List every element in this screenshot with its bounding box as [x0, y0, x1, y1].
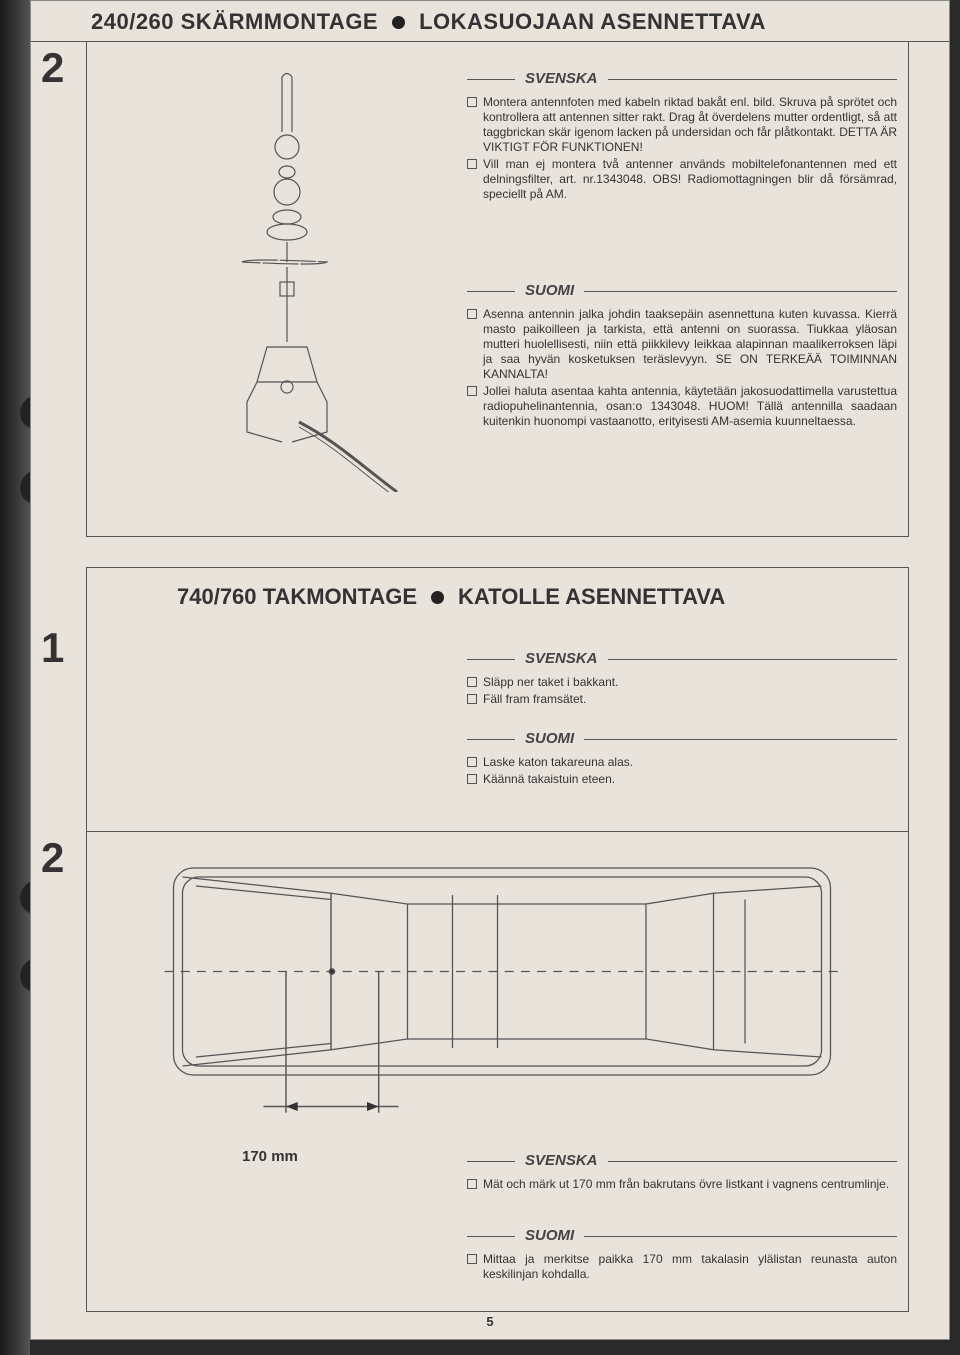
lang-title-row: SUOMI	[467, 282, 897, 301]
checkbox-icon	[467, 1179, 477, 1189]
lang-title-row: SVENSKA	[467, 1152, 897, 1171]
rule-icon	[584, 291, 897, 292]
checklist-item: Vill man ej montera två antenner används…	[467, 157, 897, 202]
lang-title: SUOMI	[521, 1227, 578, 1246]
lang-title-row: SVENSKA	[467, 70, 897, 89]
header-left: 740/760 TAKMONTAGE	[177, 584, 417, 610]
suomi-block: SUOMI Mittaa ja merkitse paikka 170 mm t…	[467, 1227, 897, 1284]
rule-icon	[467, 79, 515, 80]
item-text: Mittaa ja merkitse paikka 170 mm takalas…	[483, 1252, 897, 1282]
checklist-item: Asenna antennin jalka johdin taaksepäin …	[467, 307, 897, 382]
checkbox-icon	[467, 774, 477, 784]
svenska-block: SVENSKA Mät och märk ut 170 mm från bakr…	[467, 1152, 897, 1194]
lang-title: SVENSKA	[521, 1152, 602, 1171]
item-text: Montera antennfoten med kabeln riktad ba…	[483, 95, 897, 155]
checklist-item: Mittaa ja merkitse paikka 170 mm takalas…	[467, 1252, 897, 1282]
lang-title: SUOMI	[521, 730, 578, 749]
lang-title-row: SUOMI	[467, 730, 897, 749]
checkbox-icon	[467, 1254, 477, 1264]
car-top-view-illustration	[117, 850, 887, 1120]
page: 240/260 SKÄRMMONTAGE LOKASUOJAAN ASENNET…	[30, 0, 950, 1340]
header-right: LOKASUOJAAN ASENNETTAVA	[419, 9, 766, 35]
step-number: 2	[41, 44, 64, 92]
suomi-block: SUOMI Laske katon takareuna alas. Käännä…	[467, 730, 897, 789]
svenska-block: SVENSKA Släpp ner taket i bakkant. Fäll …	[467, 650, 897, 709]
item-text: Mät och märk ut 170 mm från bakrutans öv…	[483, 1177, 889, 1192]
checklist-item: Jollei haluta asentaa kahta antennia, kä…	[467, 384, 897, 429]
item-text: Asenna antennin jalka johdin taaksepäin …	[483, 307, 897, 382]
header-right: KATOLLE ASENNETTAVA	[458, 584, 725, 610]
section-header-1: 240/260 SKÄRMMONTAGE LOKASUOJAAN ASENNET…	[31, 1, 949, 42]
item-text: Käännä takaistuin eteen.	[483, 772, 615, 787]
checklist-item: Käännä takaistuin eteen.	[467, 772, 897, 787]
checklist-item: Släpp ner taket i bakkant.	[467, 675, 897, 690]
step-number: 2	[41, 834, 64, 882]
step-frame-c: 2	[86, 832, 909, 1312]
checkbox-icon	[467, 757, 477, 767]
item-text: Fäll fram framsätet.	[483, 692, 586, 707]
item-text: Jollei haluta asentaa kahta antennia, kä…	[483, 384, 897, 429]
rule-icon	[467, 1161, 515, 1162]
checkbox-icon	[467, 97, 477, 107]
checklist-item: Montera antennfoten med kabeln riktad ba…	[467, 95, 897, 155]
rule-icon	[467, 291, 515, 292]
step-frame-b: 1 SVENSKA Släpp ner taket i bakkant. Fäl…	[86, 622, 909, 832]
step-number: 1	[41, 624, 64, 672]
rule-icon	[467, 659, 515, 660]
header-left: 240/260 SKÄRMMONTAGE	[91, 9, 378, 35]
rule-icon	[584, 1236, 897, 1237]
item-text: Släpp ner taket i bakkant.	[483, 675, 618, 690]
lang-title-row: SVENSKA	[467, 650, 897, 669]
binding-edge	[0, 0, 30, 1355]
antenna-illustration	[187, 72, 407, 492]
bullet-icon	[431, 591, 444, 604]
checklist-item: Laske katon takareuna alas.	[467, 755, 897, 770]
checkbox-icon	[467, 309, 477, 319]
lang-title-row: SUOMI	[467, 1227, 897, 1246]
item-text: Laske katon takareuna alas.	[483, 755, 633, 770]
checklist-item: Fäll fram framsätet.	[467, 692, 897, 707]
measurement-label: 170 mm	[242, 1148, 298, 1165]
svenska-block: SVENSKA Montera antennfoten med kabeln r…	[467, 70, 897, 204]
rule-icon	[608, 659, 897, 660]
bullet-icon	[392, 16, 405, 29]
step-frame-a: 2	[86, 42, 909, 537]
item-text: Vill man ej montera två antenner används…	[483, 157, 897, 202]
rule-icon	[467, 739, 515, 740]
lang-title: SUOMI	[521, 282, 578, 301]
rule-icon	[467, 1236, 515, 1237]
checkbox-icon	[467, 159, 477, 169]
checkbox-icon	[467, 677, 477, 687]
checkbox-icon	[467, 694, 477, 704]
rule-icon	[584, 739, 897, 740]
page-number: 5	[486, 1314, 493, 1329]
checklist-item: Mät och märk ut 170 mm från bakrutans öv…	[467, 1177, 897, 1192]
section-header-2: 740/760 TAKMONTAGE KATOLLE ASENNETTAVA	[86, 567, 909, 622]
rule-icon	[608, 1161, 897, 1162]
lang-title: SVENSKA	[521, 70, 602, 89]
lang-title: SVENSKA	[521, 650, 602, 669]
rule-icon	[608, 79, 897, 80]
checkbox-icon	[467, 386, 477, 396]
suomi-block: SUOMI Asenna antennin jalka johdin taaks…	[467, 282, 897, 431]
